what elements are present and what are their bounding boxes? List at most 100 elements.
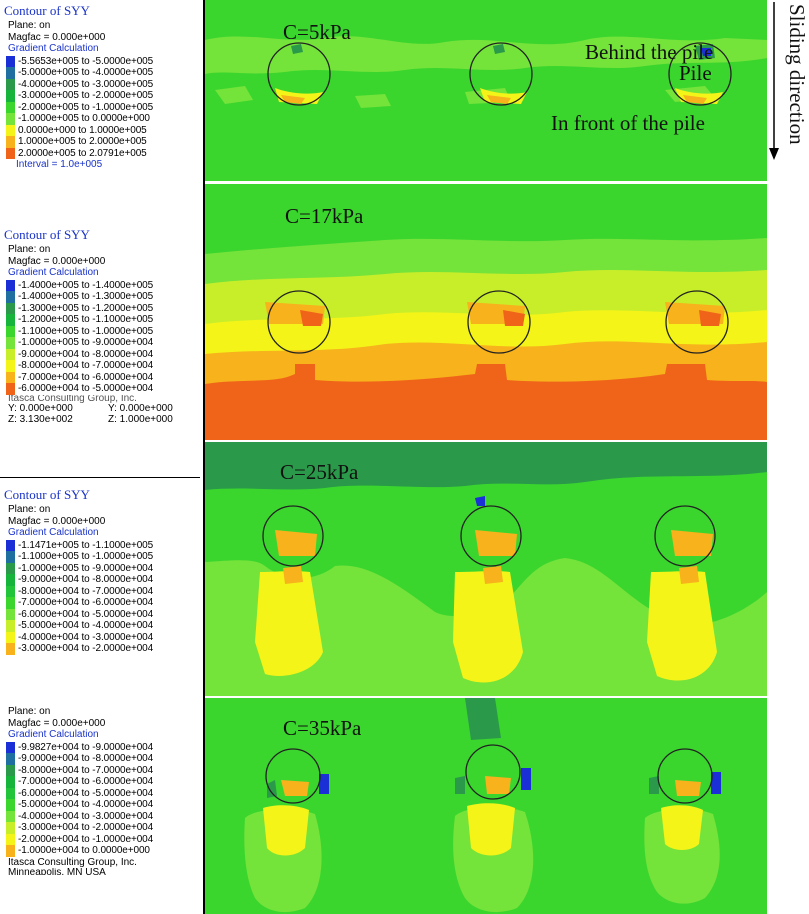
legend-item: -1.4000e+005 to -1.3000e+005 bbox=[6, 291, 200, 303]
legend-item: -1.0000e+004 to 0.0000e+000 bbox=[6, 845, 200, 857]
legend-footer: Itasca Consulting Group, Inc. bbox=[8, 856, 137, 868]
contour-panel-c25: C=25kPa bbox=[205, 442, 767, 696]
pile-circle bbox=[465, 744, 521, 800]
pile-circle bbox=[668, 42, 732, 106]
legend-panel-2: Contour of SYY Plane: on Magfac = 0.000e… bbox=[0, 228, 200, 426]
legend-item: -9.0000e+004 to -8.0000e+004 bbox=[6, 574, 200, 586]
legend-item: -5.0000e+005 to -4.0000e+005 bbox=[6, 67, 200, 79]
legend-interval: Interval = 1.0e+005 bbox=[16, 159, 103, 170]
legend-item-label: -1.1471e+005 to -1.1000e+005 bbox=[18, 539, 154, 551]
legend-swatch bbox=[6, 55, 15, 67]
legend-plane: Plane: on bbox=[8, 244, 51, 255]
legend-item: -1.0000e+005 to 0.0000e+000 bbox=[6, 113, 200, 125]
legend-item-label: -7.0000e+004 to -6.0000e+004 bbox=[18, 597, 154, 609]
pile-circle bbox=[469, 42, 533, 106]
pile-circle bbox=[460, 505, 522, 567]
legend-item: -4.0000e+004 to -3.0000e+004 bbox=[6, 631, 200, 643]
panel-label-c25: C=25kPa bbox=[280, 460, 359, 484]
legend-panel-1: Contour of SYY Plane: on Magfac = 0.000e… bbox=[0, 4, 200, 171]
legend-swatch bbox=[6, 291, 15, 303]
legend-item-label: -9.9827e+004 to -9.0000e+004 bbox=[18, 741, 154, 753]
legend-item: -7.0000e+004 to -6.0000e+004 bbox=[6, 597, 200, 609]
legend-item-label: -5.0000e+004 to -4.0000e+004 bbox=[18, 620, 154, 632]
legend-swatch bbox=[6, 833, 15, 845]
legend-item: -9.9827e+004 to -9.0000e+004 bbox=[6, 741, 200, 753]
legend-item-label: -1.4000e+005 to -1.3000e+005 bbox=[18, 291, 154, 303]
legend-item-label: -1.1000e+005 to -1.0000e+005 bbox=[18, 325, 154, 337]
legend-item: -1.1000e+005 to -1.0000e+005 bbox=[6, 325, 200, 337]
legend-divider bbox=[0, 477, 200, 478]
legend-item: -2.0000e+004 to -1.0000e+004 bbox=[6, 833, 200, 845]
legend-item: -5.0000e+004 to -4.0000e+004 bbox=[6, 620, 200, 632]
legend-item: -3.0000e+004 to -2.0000e+004 bbox=[6, 822, 200, 834]
legend-swatch bbox=[6, 302, 15, 314]
pile-circle bbox=[665, 290, 729, 354]
legend-item: -5.0000e+004 to -4.0000e+004 bbox=[6, 799, 200, 811]
legend-item: -6.0000e+004 to -5.0000e+004 bbox=[6, 608, 200, 620]
legend-item-label: -1.0000e+005 to -9.0000e+004 bbox=[18, 562, 154, 574]
legend-swatch bbox=[6, 631, 15, 643]
legend-magfac: Magfac = 0.000e+000 bbox=[8, 717, 106, 729]
legend-item: -9.0000e+004 to -8.0000e+004 bbox=[6, 348, 200, 360]
annotation-behind-pile: Behind the pile bbox=[585, 40, 714, 64]
legend-swatch bbox=[6, 113, 15, 125]
legend-item: -8.0000e+004 to -7.0000e+004 bbox=[6, 360, 200, 372]
panel-label-c5: C=5kPa bbox=[283, 20, 351, 44]
legend-swatch bbox=[6, 585, 15, 597]
legend-item-label: 1.0000e+005 to 2.0000e+005 bbox=[18, 136, 147, 148]
legend-coord: Z: 1.000e+000 bbox=[108, 414, 173, 425]
legend-swatch bbox=[6, 574, 15, 586]
legend-item: -6.0000e+004 to -5.0000e+004 bbox=[6, 787, 200, 799]
legend-swatch bbox=[6, 337, 15, 349]
legend-item-label: -6.0000e+004 to -5.0000e+004 bbox=[18, 608, 154, 620]
legend-item: 2.0000e+005 to 2.0791e+005 bbox=[6, 147, 200, 159]
legend-swatch bbox=[6, 787, 15, 799]
legend-swatch bbox=[6, 279, 15, 291]
contour-plot bbox=[205, 184, 767, 440]
legend-item-label: -8.0000e+004 to -7.0000e+004 bbox=[18, 764, 154, 776]
legend-item: -8.0000e+004 to -7.0000e+004 bbox=[6, 764, 200, 776]
vertical-divider bbox=[203, 0, 205, 914]
legend-method: Gradient Calculation bbox=[8, 527, 99, 538]
legend-swatch bbox=[6, 383, 15, 395]
legend-item-label: -4.0000e+004 to -3.0000e+004 bbox=[18, 810, 154, 822]
legend-item: -4.0000e+004 to -3.0000e+004 bbox=[6, 810, 200, 822]
legend-item: -4.0000e+005 to -3.0000e+005 bbox=[6, 78, 200, 90]
legend-panel-3: Contour of SYY Plane: on Magfac = 0.000e… bbox=[0, 488, 200, 655]
legend-swatch bbox=[6, 124, 15, 136]
legend-item: 0.0000e+000 to 1.0000e+005 bbox=[6, 124, 200, 136]
pile-circle bbox=[467, 290, 531, 354]
legend-item: 1.0000e+005 to 2.0000e+005 bbox=[6, 136, 200, 148]
panel-gap bbox=[205, 696, 767, 698]
legend-footer: Itasca Consulting Group, Inc. bbox=[8, 394, 137, 403]
legend-item-label: -1.0000e+005 to -9.0000e+004 bbox=[18, 337, 154, 349]
panel-label-c35: C=35kPa bbox=[283, 716, 362, 740]
legend-swatch bbox=[6, 597, 15, 609]
legend-footer-location: Minneapolis, MN USA bbox=[8, 868, 106, 875]
legend-item: -2.0000e+005 to -1.0000e+005 bbox=[6, 101, 200, 113]
legend-item-label: -5.0000e+005 to -4.0000e+005 bbox=[18, 67, 154, 79]
legend-magfac: Magfac = 0.000e+000 bbox=[8, 255, 106, 267]
legend-item-label: -2.0000e+005 to -1.0000e+005 bbox=[18, 101, 154, 113]
legend-swatch bbox=[6, 90, 15, 102]
legend-method: Gradient Calculation bbox=[8, 267, 99, 278]
legend-item-label: -2.0000e+004 to -1.0000e+004 bbox=[18, 833, 154, 845]
legend-magfac: Magfac = 0.000e+000 bbox=[8, 515, 106, 527]
legend-swatch bbox=[6, 764, 15, 776]
legend-method: Gradient Calculation bbox=[8, 729, 99, 740]
legend-item-label: -7.0000e+004 to -6.0000e+004 bbox=[18, 371, 154, 383]
legend-swatch bbox=[6, 78, 15, 90]
contour-plot bbox=[205, 698, 767, 914]
legend-item: -1.4000e+005 to -1.4000e+005 bbox=[6, 279, 200, 291]
legend-coord: Z: 3.130e+002 bbox=[8, 414, 73, 425]
legend-swatch bbox=[6, 753, 15, 765]
legend-item-label: -6.0000e+004 to -5.0000e+004 bbox=[18, 787, 154, 799]
contour-panel-c35: C=35kPa bbox=[205, 698, 767, 914]
legend-rows: -1.1471e+005 to -1.1000e+005 -1.1000e+005… bbox=[6, 539, 200, 655]
legend-item: -7.0000e+004 to -6.0000e+004 bbox=[6, 776, 200, 788]
pile-circle bbox=[654, 505, 716, 567]
legend-swatch bbox=[6, 101, 15, 113]
legend-swatch bbox=[6, 539, 15, 551]
contour-panel-c5: C=5kPa Behind the pile Pile In front of … bbox=[205, 0, 767, 181]
legend-plane: Plane: on bbox=[8, 504, 51, 515]
